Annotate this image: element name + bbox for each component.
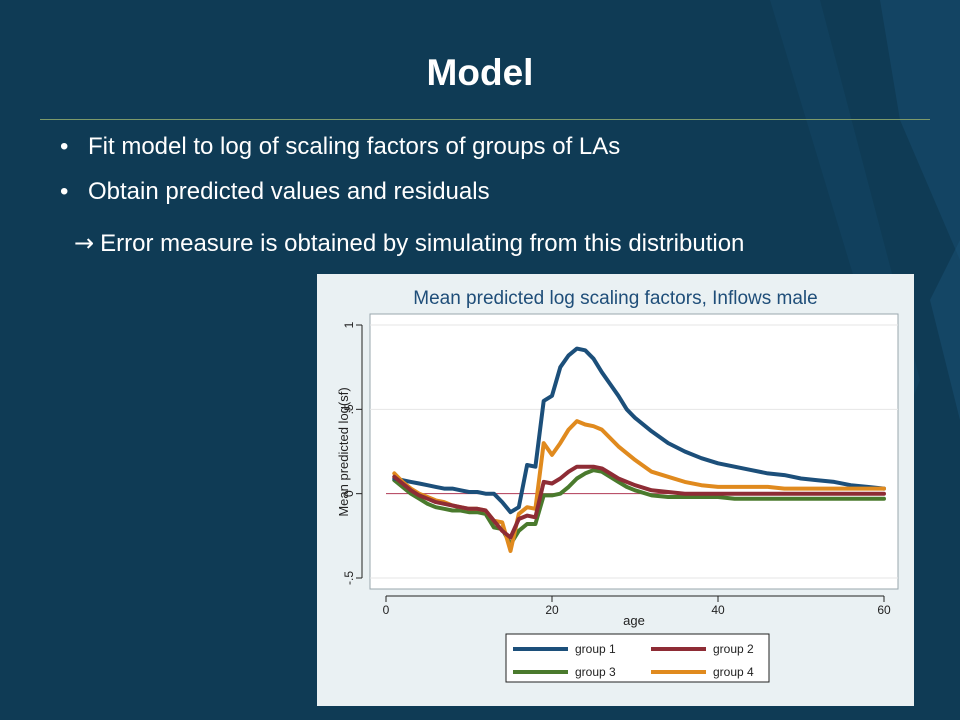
y-tick-label: 0 <box>342 490 356 497</box>
series-line-group-2 <box>392 464 886 540</box>
bullet-marker: • <box>60 178 69 205</box>
y-tick-label: .5 <box>342 404 356 414</box>
x-tick-label: 40 <box>711 603 725 617</box>
x-tick-label: 60 <box>877 603 891 617</box>
bullet-text-2: Obtain predicted values and residuals <box>88 178 490 205</box>
series-line-group-1 <box>392 346 886 515</box>
y-axis-label: Mean predicted log(sf) <box>336 387 351 516</box>
chart-panel: Mean predicted log scaling factors, Infl… <box>317 274 914 706</box>
legend-label: group 2 <box>713 642 754 656</box>
bullet-item-1: • Fit model to log of scaling factors of … <box>60 133 620 161</box>
bullet-text-1: Fit model to log of scaling factors of g… <box>88 133 621 160</box>
line-chart: -.5 0 .5 1 0 20 40 60 Mean predicted log(sf) ag… <box>336 313 899 683</box>
right-arrow-icon: → <box>74 229 95 257</box>
slide-title: Model <box>426 52 534 93</box>
chart-title: Mean predicted log scaling factors, Infl… <box>413 288 818 309</box>
bullet-item-2: • Obtain predicted values and residuals <box>60 178 490 206</box>
y-tick-label: -.5 <box>342 571 356 585</box>
arrow-point: → Error measure is obtained by simulating… <box>74 226 834 261</box>
x-tick-label: 20 <box>545 603 559 617</box>
legend-label: group 3 <box>575 665 616 679</box>
title-divider <box>40 119 930 120</box>
y-tick-label: 1 <box>342 321 356 328</box>
plot-area <box>369 313 899 590</box>
legend-label: group 4 <box>713 665 754 679</box>
legend-label: group 1 <box>575 642 616 656</box>
x-axis-label: age <box>623 613 645 628</box>
x-tick-label: 0 <box>383 603 390 617</box>
arrow-point-text: Error measure is obtained by simulating … <box>100 230 745 257</box>
series-line-group-3 <box>392 468 886 547</box>
bullet-marker: • <box>60 133 69 160</box>
